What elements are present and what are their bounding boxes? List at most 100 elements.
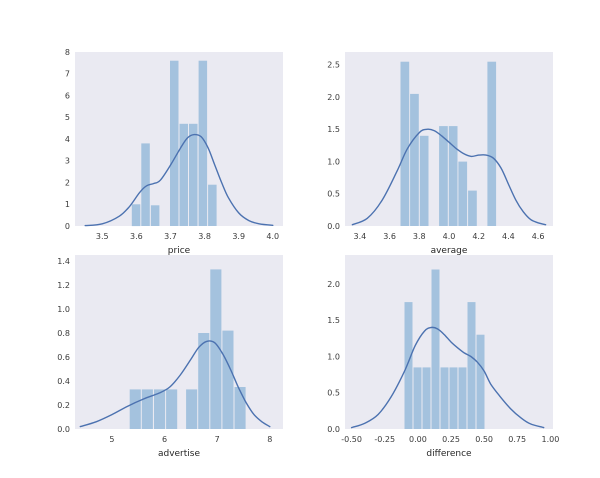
y-tick-label: 0.0 (327, 425, 340, 434)
histogram-bar (198, 333, 210, 429)
y-tick-label: 0.6 (57, 353, 70, 362)
histogram-bar (129, 389, 141, 429)
y-tick-label: 1.5 (327, 125, 340, 134)
histogram-bar (468, 190, 477, 226)
histogram-bar (413, 367, 422, 429)
x-tick-label: -0.25 (374, 435, 395, 444)
x-tick-label: 4.4 (502, 232, 515, 241)
histogram-bar (410, 93, 419, 227)
histogram-bar (439, 126, 448, 226)
histogram-bar (179, 123, 188, 226)
histogram-bar (487, 61, 497, 227)
y-tick-label: 6 (65, 91, 70, 100)
subplot-price: 3.5 3.6 3.7 3.8 3.9 4.0 0 1 2 3 4 5 6 7 8 price (39, 46, 289, 258)
y-tick-label: 1.2 (57, 281, 70, 290)
y-tick-label: 0.0 (57, 425, 70, 434)
x-tick-label: 3.8 (413, 232, 426, 241)
histogram-bar (458, 367, 467, 429)
x-tick-label: 4.2 (472, 232, 485, 241)
histogram-bar (166, 389, 178, 429)
histogram-bar (234, 387, 246, 429)
x-tick-label: 0.00 (409, 435, 427, 444)
histogram-kde-chart-average: 3.4 3.6 3.8 4.0 4.2 4.4 4.6 0.0 0.5 1.0 1.5 2.0 2.5 a… (327, 52, 553, 256)
histogram-bar (222, 330, 234, 429)
x-tick-label: 0.75 (508, 435, 526, 444)
histogram-bar (449, 367, 458, 429)
y-tick-label: 1.0 (327, 157, 340, 166)
kde-line (84, 133, 274, 227)
histogram-bar (210, 269, 222, 429)
x-tick-label: 4.0 (266, 232, 279, 241)
x-tick-label: 4.0 (443, 232, 456, 241)
y-tick-label: 0.2 (57, 401, 70, 410)
histogram-bar (154, 389, 166, 429)
plot-panel (75, 255, 283, 429)
kde-line (351, 128, 547, 226)
y-tick-label: 1.0 (57, 305, 70, 314)
histogram-bar (141, 143, 150, 226)
subplot-advertise: 5 6 7 8 0.0 0.2 0.4 0.6 0.8 1.0 1.2 1.4 advertise (39, 249, 289, 461)
histogram-kde-chart-price: 3.5 3.6 3.7 3.8 3.9 4.0 0 1 2 3 4 5 6 7 8 price (65, 48, 283, 256)
x-tick-label: 5 (109, 435, 114, 444)
y-tick-label: 2.0 (327, 280, 340, 289)
y-tick-label: 0.5 (327, 389, 340, 398)
x-tick-label: 1.00 (541, 435, 559, 444)
y-tick-label: 1.0 (327, 352, 340, 361)
histogram-bar (131, 204, 141, 227)
histogram-bar (467, 302, 476, 429)
histogram-kde-chart-difference: -0.50 -0.25 0.00 0.25 0.50 0.75 1.00 0.0 0.5 1.0 1… (327, 255, 559, 459)
histogram-kde-chart-advertise: 5 6 7 8 0.0 0.2 0.4 0.6 0.8 1.0 1.2 1.4 advertise (57, 255, 283, 459)
x-tick-label: 3.6 (130, 232, 143, 241)
x-tick-label: 3.6 (383, 232, 396, 241)
histogram-bar (198, 60, 208, 227)
y-tick-label: 0 (65, 222, 70, 231)
y-tick-label: 0.0 (327, 222, 340, 231)
x-tick-label: 8 (267, 435, 272, 444)
kde-line (79, 340, 271, 428)
x-tick-label: 6 (162, 435, 167, 444)
x-tick-label: 0.50 (475, 435, 493, 444)
histogram-bar (404, 302, 413, 429)
x-tick-label: 7 (215, 435, 220, 444)
histogram-bar (458, 161, 468, 226)
y-tick-label: 3 (65, 157, 70, 166)
x-axis-label: advertise (158, 449, 201, 459)
x-tick-label: 3.9 (232, 232, 245, 241)
x-tick-label: -0.50 (341, 435, 362, 444)
histogram-bar (400, 61, 410, 227)
x-axis-label: difference (426, 449, 472, 459)
y-tick-label: 1.5 (327, 316, 340, 325)
y-tick-label: 0.4 (57, 377, 70, 386)
y-tick-label: 2.5 (327, 61, 340, 70)
plot-panel (75, 52, 283, 226)
x-tick-label: 3.5 (96, 232, 109, 241)
x-tick-label: 4.6 (532, 232, 545, 241)
histogram-bar (186, 389, 198, 429)
y-tick-label: 4 (65, 135, 70, 144)
x-axis-label: average (431, 246, 468, 256)
histogram-bar (141, 389, 153, 429)
subplot-difference: -0.50 -0.25 0.00 0.25 0.50 0.75 1.00 0.0 0.5 1.0 1… (309, 249, 559, 461)
x-tick-label: 3.4 (354, 232, 367, 241)
histogram-bar (170, 60, 179, 227)
y-tick-label: 7 (65, 70, 70, 79)
y-tick-label: 2.0 (327, 93, 340, 102)
histogram-bar (431, 269, 440, 429)
y-tick-label: 0.8 (57, 329, 70, 338)
histogram-bar (189, 123, 198, 226)
histogram-bar (208, 184, 217, 226)
y-tick-label: 1.4 (57, 257, 70, 266)
x-tick-label: 0.25 (442, 435, 460, 444)
histogram-bar (422, 367, 431, 429)
y-tick-label: 2 (65, 178, 70, 187)
y-tick-label: 5 (65, 113, 70, 122)
histogram-bar (150, 205, 160, 226)
histogram-bar (448, 126, 458, 226)
y-tick-label: 8 (65, 48, 70, 57)
histogram-bar (419, 135, 429, 226)
subplot-average: 3.4 3.6 3.8 4.0 4.2 4.4 4.6 0.0 0.5 1.0 1.5 2.0 2.5 a… (309, 46, 559, 258)
plot-panel (345, 255, 553, 429)
histogram-bar (440, 367, 449, 429)
x-tick-label: 3.7 (164, 232, 177, 241)
